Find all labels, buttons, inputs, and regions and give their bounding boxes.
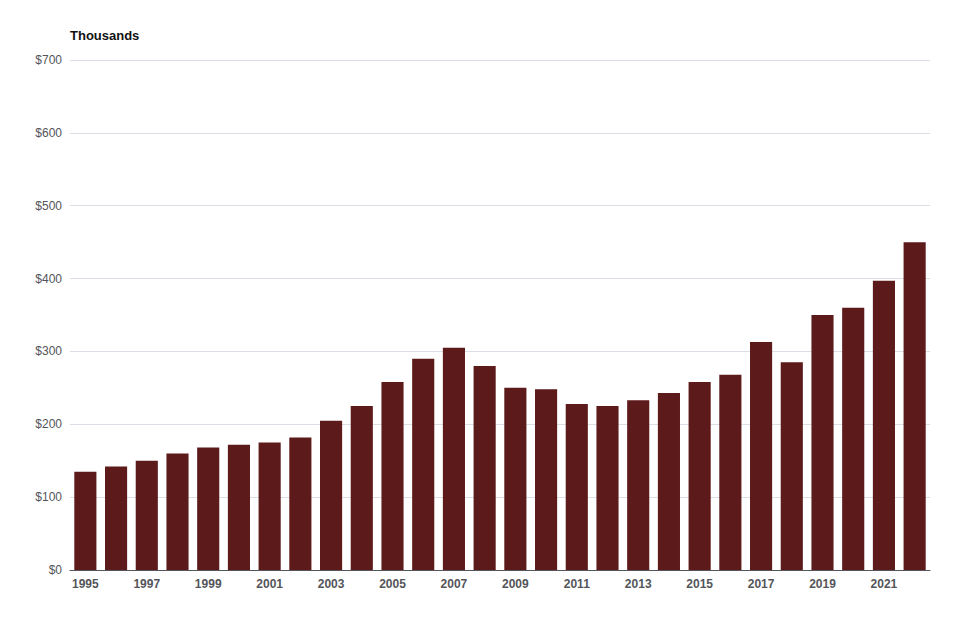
svg-text:1999: 1999 — [195, 577, 222, 591]
svg-text:1997: 1997 — [133, 577, 160, 591]
svg-text:2005: 2005 — [379, 577, 406, 591]
svg-text:$100: $100 — [35, 490, 62, 504]
svg-text:$200: $200 — [35, 417, 62, 431]
svg-text:2007: 2007 — [441, 577, 468, 591]
svg-text:1995: 1995 — [72, 577, 99, 591]
svg-text:2021: 2021 — [871, 577, 898, 591]
svg-text:$300: $300 — [35, 344, 62, 358]
svg-text:2009: 2009 — [502, 577, 529, 591]
svg-text:2001: 2001 — [256, 577, 283, 591]
svg-text:2017: 2017 — [748, 577, 775, 591]
svg-text:Thousands: Thousands — [70, 28, 139, 43]
svg-text:$500: $500 — [35, 199, 62, 213]
svg-text:$400: $400 — [35, 272, 62, 286]
svg-text:2013: 2013 — [625, 577, 652, 591]
svg-text:$600: $600 — [35, 126, 62, 140]
svg-text:2015: 2015 — [686, 577, 713, 591]
svg-text:2003: 2003 — [318, 577, 345, 591]
svg-text:2019: 2019 — [809, 577, 836, 591]
svg-text:$700: $700 — [35, 53, 62, 67]
svg-text:2011: 2011 — [564, 577, 590, 591]
svg-text:$0: $0 — [49, 563, 63, 577]
